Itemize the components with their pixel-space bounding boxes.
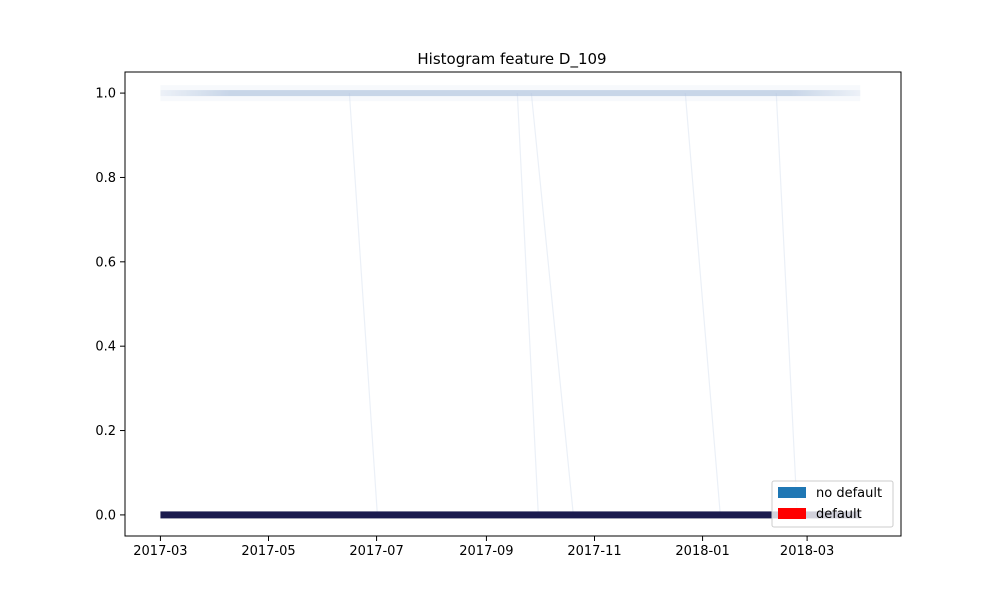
x-tick-label: 2018-01 xyxy=(675,544,729,559)
legend-label-default: default xyxy=(816,507,862,522)
y-tick-label: 1.0 xyxy=(95,87,116,102)
y-tick-label: 0.4 xyxy=(95,340,116,355)
x-axis: 2017-03 2017-05 2017-07 2017-09 2017-11 2018-… xyxy=(133,536,834,559)
series-transition-line xyxy=(348,93,378,515)
plot-area xyxy=(160,85,861,519)
axes-frame xyxy=(124,71,902,537)
legend-label-no-default: no default xyxy=(816,486,882,501)
series-band-low xyxy=(160,511,861,519)
series-transition-line xyxy=(516,93,539,515)
legend-swatch-no-default xyxy=(778,487,806,498)
legend: no default default xyxy=(771,480,894,528)
y-tick-label: 0.6 xyxy=(95,255,116,270)
y-tick-label: 0.0 xyxy=(95,508,116,523)
chart-title: Histogram feature D_109 xyxy=(417,50,606,69)
y-axis: 0.0 0.2 0.4 0.6 0.8 1.0 xyxy=(95,87,125,523)
legend-swatch-default xyxy=(778,508,806,519)
y-tick-label: 0.2 xyxy=(95,424,116,439)
x-tick-label: 2017-05 xyxy=(241,544,295,559)
x-tick-label: 2018-03 xyxy=(780,544,834,559)
series-transition-line xyxy=(530,93,574,515)
series-transition-line xyxy=(775,93,798,515)
series-band-high-halo xyxy=(160,85,861,102)
series-transition-line xyxy=(684,93,721,515)
x-tick-label: 2017-07 xyxy=(349,544,403,559)
x-tick-label: 2017-03 xyxy=(133,544,187,559)
x-tick-label: 2017-11 xyxy=(567,544,621,559)
x-tick-label: 2017-09 xyxy=(459,544,513,559)
series-band-high xyxy=(160,90,861,97)
y-tick-label: 0.8 xyxy=(95,171,116,186)
